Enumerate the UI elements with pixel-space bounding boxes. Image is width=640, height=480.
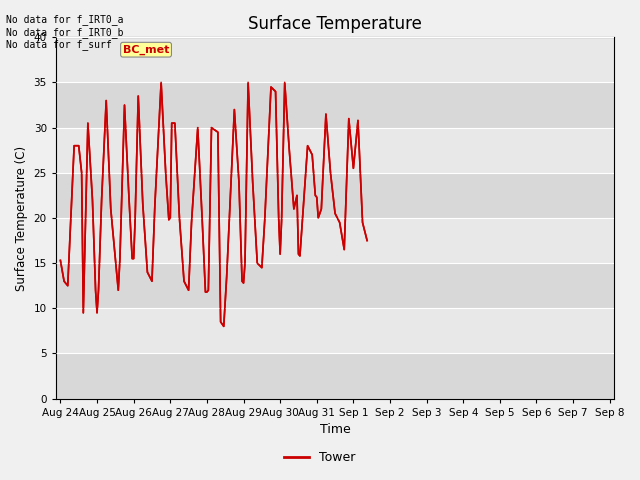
Bar [56, 37, 614, 83]
Title: Surface Temperature: Surface Temperature [248, 15, 422, 33]
Bar [56, 353, 614, 398]
Legend: Tower: Tower [279, 446, 361, 469]
Bar [56, 263, 614, 308]
Bar [56, 173, 614, 218]
Text: BC_met: BC_met [123, 45, 169, 55]
Bar [56, 218, 614, 263]
Bar [56, 83, 614, 128]
Bar [56, 128, 614, 173]
Y-axis label: Surface Temperature (C): Surface Temperature (C) [15, 145, 28, 290]
X-axis label: Time: Time [320, 423, 351, 436]
Bar [56, 308, 614, 353]
Text: No data for f_IRT0_a
No data for f_IRT0_b
No data for f_surf: No data for f_IRT0_a No data for f_IRT0_… [6, 14, 124, 50]
